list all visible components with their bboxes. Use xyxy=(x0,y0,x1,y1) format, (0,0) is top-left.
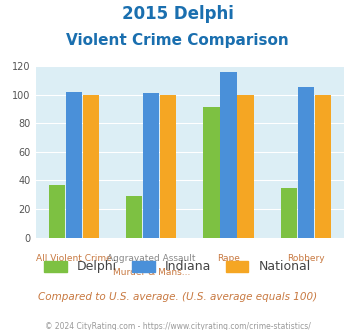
Text: © 2024 CityRating.com - https://www.cityrating.com/crime-statistics/: © 2024 CityRating.com - https://www.city… xyxy=(45,322,310,330)
Bar xyxy=(66,92,82,238)
Bar xyxy=(83,95,99,238)
Text: Robbery: Robbery xyxy=(287,254,324,263)
Legend: Delphi, Indiana, National: Delphi, Indiana, National xyxy=(39,255,316,279)
Bar xyxy=(220,72,237,238)
Bar xyxy=(315,95,331,238)
Bar xyxy=(126,196,142,238)
Text: All Violent Crime: All Violent Crime xyxy=(36,254,112,263)
Bar xyxy=(143,93,159,238)
Text: 2015 Delphi: 2015 Delphi xyxy=(121,5,234,23)
Text: Compared to U.S. average. (U.S. average equals 100): Compared to U.S. average. (U.S. average … xyxy=(38,292,317,302)
Bar xyxy=(281,187,297,238)
Text: Murder & Mans...: Murder & Mans... xyxy=(113,268,190,277)
Bar xyxy=(49,185,65,238)
Bar xyxy=(237,95,253,238)
Bar xyxy=(203,108,220,238)
Text: Rape: Rape xyxy=(217,254,240,263)
Bar xyxy=(160,95,176,238)
Text: Violent Crime Comparison: Violent Crime Comparison xyxy=(66,33,289,48)
Text: Aggravated Assault: Aggravated Assault xyxy=(107,254,196,263)
Bar xyxy=(297,87,314,238)
